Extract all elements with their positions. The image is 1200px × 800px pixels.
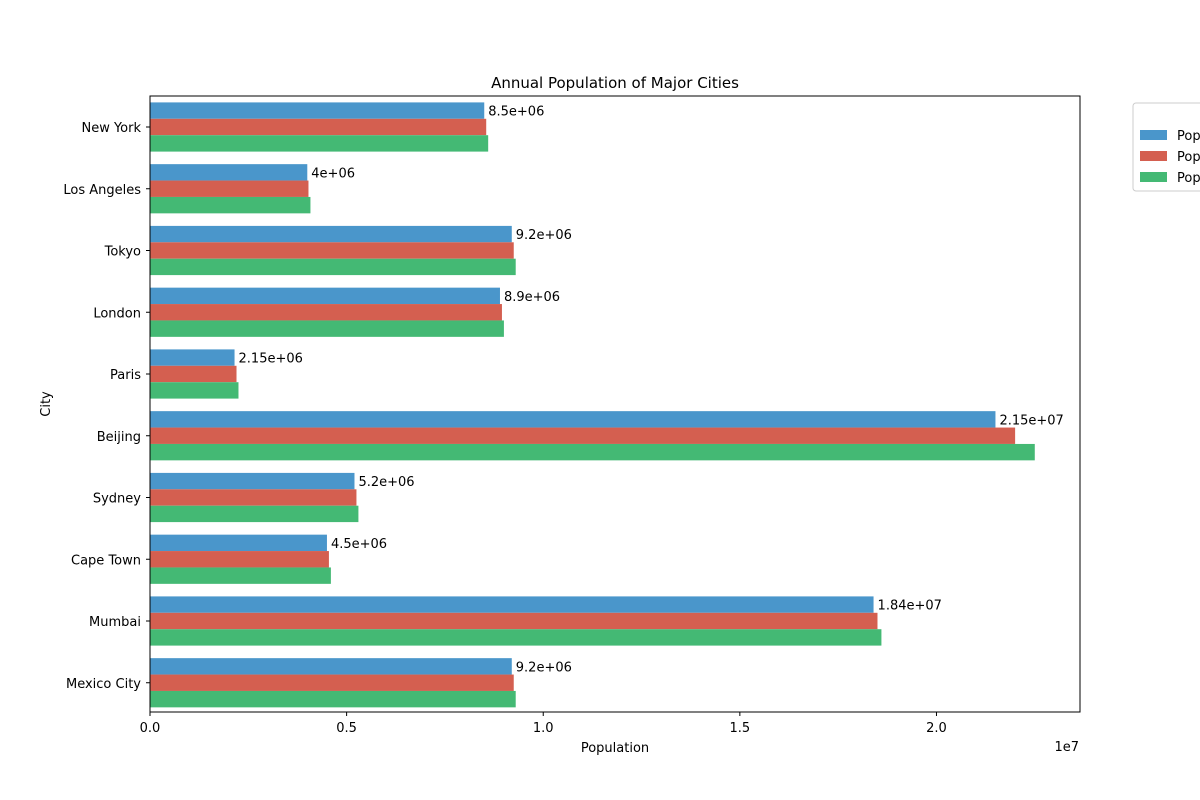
bar xyxy=(150,674,514,691)
y-tick-label: Sydney xyxy=(93,492,141,507)
y-tick-label: Tokyo xyxy=(104,245,141,260)
data-labels-group: 8.5e+06 4e+06 9.2e+06 8.9e+06 2.15e+06 2.15e+… xyxy=(239,105,1064,676)
bar-data-label: 8.9e+06 xyxy=(504,290,560,305)
bar xyxy=(150,118,487,136)
bar xyxy=(150,164,308,181)
y-tick-label: Beijing xyxy=(97,430,141,445)
y-tick-label: Los Angeles xyxy=(63,183,141,198)
bar-data-label: 4.5e+06 xyxy=(331,537,387,552)
bar xyxy=(150,349,235,366)
bar xyxy=(150,320,504,337)
bar xyxy=(150,196,311,214)
bar-data-label: 2.15e+06 xyxy=(239,352,303,367)
bar xyxy=(150,472,355,490)
y-tick-label: Cape Town xyxy=(71,553,141,568)
x-tick-label: 1.5 xyxy=(730,721,751,736)
y-tick-label: Paris xyxy=(110,368,141,383)
legend: Pop Pop Pop xyxy=(1132,102,1200,192)
bar xyxy=(150,258,516,276)
bar xyxy=(150,365,237,383)
bar-data-label: 8.5e+06 xyxy=(488,105,544,120)
bar-data-label: 2.15e+07 xyxy=(999,413,1063,428)
bar xyxy=(150,690,516,708)
bar xyxy=(150,658,512,675)
bar xyxy=(150,596,874,613)
plot-frame xyxy=(149,95,1081,713)
x-axis-label: Population xyxy=(581,741,649,756)
bar-data-label: 1.84e+07 xyxy=(878,599,942,614)
bar xyxy=(150,489,357,506)
bar xyxy=(150,102,485,119)
x-tick-label: 0.0 xyxy=(140,721,161,736)
bar xyxy=(150,567,331,584)
bar xyxy=(150,242,514,259)
y-tick-label: London xyxy=(93,306,141,321)
bar xyxy=(150,612,878,630)
chart-title: Annual Population of Major Cities xyxy=(491,74,739,92)
y-tick-label: New York xyxy=(81,121,141,136)
bars-group xyxy=(150,102,1035,708)
legend-label: Pop xyxy=(1177,129,1200,144)
bar xyxy=(150,382,239,399)
x-tick-label: 0.5 xyxy=(336,721,357,736)
bar-data-label: 9.2e+06 xyxy=(516,660,572,675)
bar xyxy=(150,411,996,428)
bar xyxy=(150,135,489,152)
legend-swatch xyxy=(1140,172,1167,182)
x-axis: 0.0 0.5 1.0 1.5 2.0 xyxy=(140,712,947,736)
bar xyxy=(150,629,882,646)
x-tick-label: 2.0 xyxy=(926,721,947,736)
bar xyxy=(150,551,329,568)
y-axis: New York Los Angeles Tokyo London Paris Beiji… xyxy=(63,121,150,692)
y-tick-label: Mexico City xyxy=(66,677,141,692)
x-offset-text: 1e7 xyxy=(1054,740,1079,755)
legend-label: Pop xyxy=(1177,150,1200,165)
bar xyxy=(150,287,500,305)
bar xyxy=(150,505,359,523)
bar xyxy=(150,443,1035,461)
legend-label: Pop xyxy=(1177,171,1200,186)
bar-data-label: 9.2e+06 xyxy=(516,228,572,243)
y-axis-label: City xyxy=(39,391,54,417)
x-tick-label: 1.0 xyxy=(533,721,554,736)
legend-box xyxy=(1132,102,1200,192)
y-tick-label: Mumbai xyxy=(89,615,141,630)
bar xyxy=(150,427,1016,444)
bar xyxy=(150,225,512,243)
bar xyxy=(150,180,309,197)
bar-data-label: 5.2e+06 xyxy=(358,475,414,490)
legend-swatch xyxy=(1140,151,1167,161)
bar-data-label: 4e+06 xyxy=(311,166,355,181)
legend-swatch xyxy=(1140,130,1167,140)
bar xyxy=(150,534,327,552)
bar xyxy=(150,304,502,321)
